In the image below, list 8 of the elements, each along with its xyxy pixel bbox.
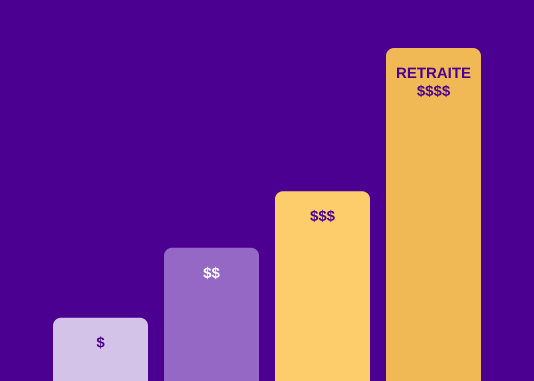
bar xyxy=(164,248,259,381)
bar xyxy=(386,48,481,381)
annotation: $$$ xyxy=(310,208,336,226)
annotation: $$ xyxy=(203,264,220,282)
bar xyxy=(275,191,370,381)
bar xyxy=(53,318,148,381)
annotation: $ xyxy=(96,334,106,352)
annotation: RETRAITE $$$$ xyxy=(396,65,471,100)
